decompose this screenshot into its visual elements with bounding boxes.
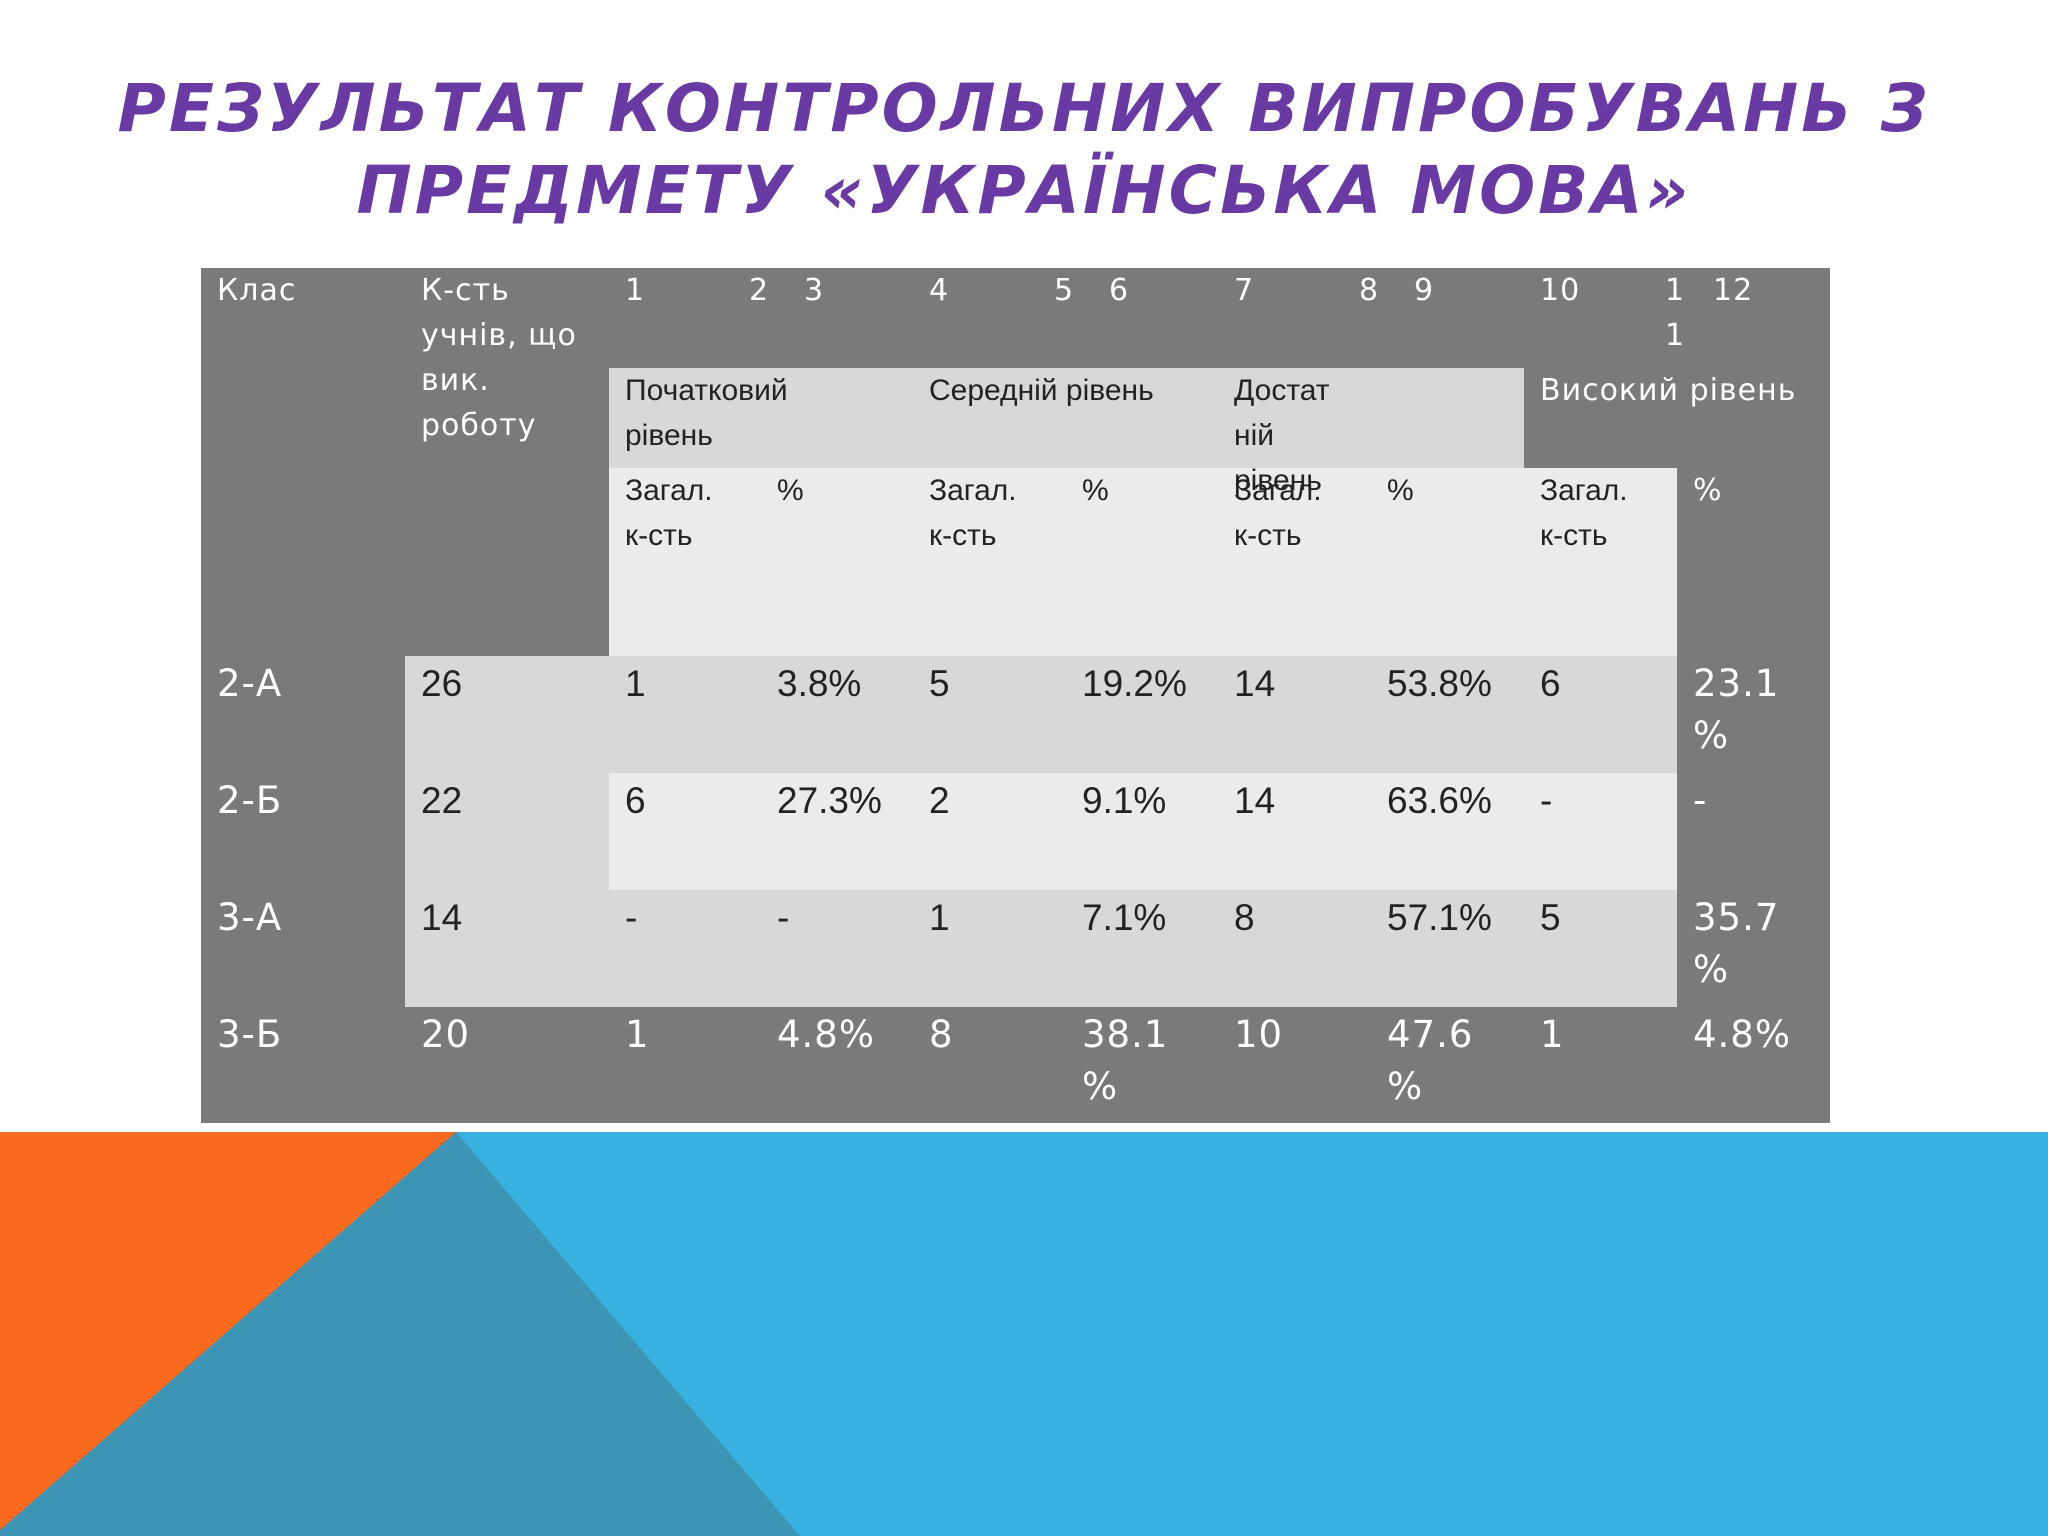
level-initial: Початковий рівень: [625, 374, 788, 452]
row-class: 2-А: [217, 662, 283, 705]
row-class: 3-А: [217, 896, 283, 939]
middle-pct: 38.1 %: [1082, 1013, 1169, 1108]
middle-count-header: Загал. к-сть: [929, 474, 1017, 552]
row-students: 14: [421, 897, 463, 938]
row-2a-band: [405, 656, 1677, 773]
middle-pct: 7.1%: [1082, 897, 1167, 938]
initial-count: 1: [625, 1013, 650, 1056]
slide-title: РЕЗУЛЬТАТ КОНТРОЛЬНИХ ВИПРОБУВАНЬ З ПРЕД…: [0, 68, 2048, 232]
row-3a-band: [405, 890, 1677, 1007]
scale-4: 4: [929, 273, 950, 308]
sufficient-count: 10: [1234, 1013, 1284, 1056]
initial-count: 6: [625, 780, 646, 821]
decorative-shapes: [0, 1132, 2048, 1536]
level-high: Високий рівень: [1540, 373, 1797, 408]
initial-pct: 27.3%: [777, 780, 882, 821]
level-header-band: [609, 368, 1524, 468]
sufficient-pct: 47.6 %: [1387, 1013, 1474, 1108]
row-2b-students-band: [405, 773, 609, 890]
middle-count: 1: [929, 897, 950, 938]
scale-6: 6: [1109, 273, 1130, 308]
middle-pct: 19.2%: [1082, 663, 1187, 704]
scale-5: 5: [1054, 273, 1075, 308]
middle-count: 2: [929, 780, 950, 821]
sufficient-count-header: Загал. к-сть: [1234, 474, 1322, 552]
orange-triangle: [0, 1132, 456, 1530]
high-count: 1: [1540, 1013, 1565, 1056]
row-2b-band: [609, 773, 1677, 890]
row-class: 3-Б: [217, 1013, 283, 1056]
results-table: Клас К-сть учнів, що вик. роботу 1 2 3 4…: [201, 268, 1830, 1123]
header-class: Клас: [217, 273, 297, 308]
sufficient-pct: 63.6%: [1387, 780, 1492, 821]
middle-pct-header: %: [1082, 474, 1109, 507]
scale-7: 7: [1234, 273, 1255, 308]
scale-8: 8: [1359, 273, 1380, 308]
scale-1: 1: [625, 273, 646, 308]
row-students: 22: [421, 780, 463, 821]
initial-pct: 3.8%: [777, 663, 862, 704]
sufficient-count: 14: [1234, 780, 1276, 821]
initial-count: 1: [625, 663, 646, 704]
initial-pct: 4.8%: [777, 1013, 875, 1056]
high-count: 5: [1540, 897, 1561, 938]
slide-title-line2: ПРЕДМЕТУ «УКРАЇНСЬКА МОВА»: [356, 152, 1692, 229]
high-pct-header: %: [1693, 473, 1723, 508]
row-students: 26: [421, 663, 463, 704]
sufficient-count: 14: [1234, 663, 1276, 704]
high-count-header: Загал. к-сть: [1540, 474, 1628, 552]
high-pct: 23.1 %: [1693, 662, 1780, 757]
initial-count-header: Загал. к-сть: [625, 474, 713, 552]
high-count: 6: [1540, 663, 1561, 704]
level-sufficient: Достат ній рівень: [1234, 374, 1330, 497]
row-students: 20: [421, 1013, 471, 1056]
subheader-band: [609, 468, 1677, 656]
middle-count: 8: [929, 1013, 954, 1056]
middle-pct: 9.1%: [1082, 780, 1167, 821]
sufficient-pct-header: %: [1387, 474, 1414, 507]
scale-3: 3: [804, 273, 825, 308]
scale-9: 9: [1414, 273, 1435, 308]
initial-pct: -: [777, 897, 790, 938]
row-class: 2-Б: [217, 779, 283, 822]
header-students: К-сть учнів, що вик. роботу: [421, 273, 577, 443]
scale-11: 1 1: [1665, 273, 1686, 353]
scale-10: 10: [1540, 273, 1581, 308]
initial-pct-header: %: [777, 474, 804, 507]
sufficient-pct: 57.1%: [1387, 897, 1492, 938]
middle-count: 5: [929, 663, 950, 704]
scale-12: 12: [1713, 273, 1754, 308]
initial-count: -: [625, 897, 638, 938]
high-pct: 4.8%: [1693, 1013, 1791, 1056]
sufficient-pct: 53.8%: [1387, 663, 1492, 704]
level-middle: Середній рівень: [929, 374, 1154, 407]
high-pct: -: [1693, 779, 1708, 822]
sufficient-count: 8: [1234, 897, 1255, 938]
scale-2: 2: [749, 273, 770, 308]
high-pct: 35.7 %: [1693, 896, 1780, 991]
slide-title-line1: РЕЗУЛЬТАТ КОНТРОЛЬНИХ ВИПРОБУВАНЬ З: [117, 70, 1931, 147]
high-count: -: [1540, 780, 1553, 821]
